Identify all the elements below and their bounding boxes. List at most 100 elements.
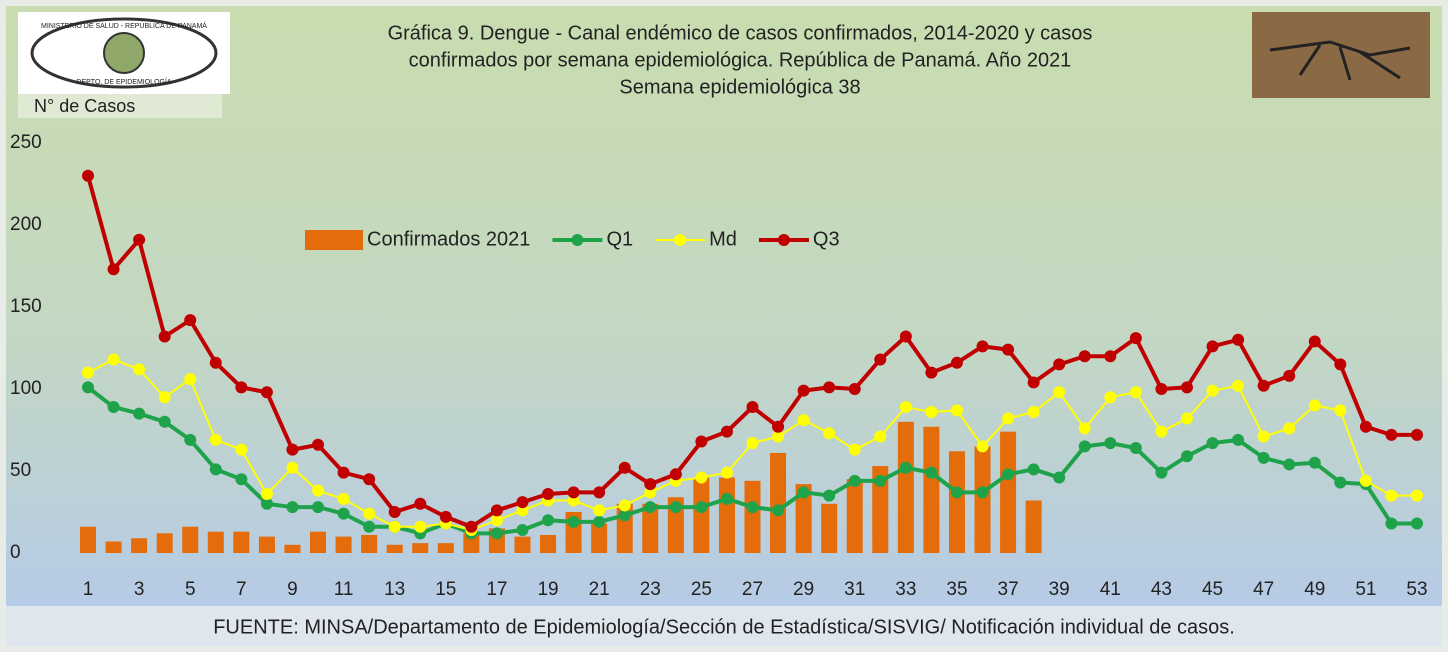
line-marker (388, 520, 401, 533)
line-marker (567, 515, 580, 528)
line-marker (823, 489, 836, 502)
line-marker (516, 524, 529, 537)
bar (131, 538, 148, 553)
line-marker (1257, 430, 1270, 443)
line-marker (1129, 386, 1142, 399)
line-marker (337, 492, 350, 505)
logo-eye (30, 17, 218, 89)
line-marker (1385, 489, 1398, 502)
line-marker (950, 404, 963, 417)
line-marker (1308, 335, 1321, 348)
line-marker (414, 520, 427, 533)
bar (156, 533, 173, 553)
line-marker (414, 497, 427, 510)
logo: MINISTERIO DE SALUD - REPÚBLICA DE PANAM… (18, 12, 230, 94)
line-marker (1104, 350, 1117, 363)
line-marker (925, 405, 938, 418)
line-marker (874, 353, 887, 366)
line-marker (82, 381, 94, 394)
source-note: FUENTE: MINSA/Departamento de Epidemiolo… (213, 616, 1235, 638)
line-marker (593, 486, 606, 499)
bar (258, 536, 275, 553)
line-marker (1027, 376, 1040, 389)
bar (974, 446, 991, 553)
bar (310, 531, 327, 553)
x-tick-label: 25 (691, 579, 712, 600)
line-marker (235, 443, 248, 456)
logo-text: DEPTO. DE EPIDEMIOLOGÍA (76, 77, 172, 86)
x-tick-label: 1 (83, 579, 94, 600)
x-tick-label: 21 (589, 579, 610, 600)
line-marker (848, 383, 861, 395)
line-marker (235, 381, 248, 394)
line-marker (82, 169, 94, 182)
line-marker (746, 401, 759, 414)
line-marker (797, 486, 810, 499)
bar (948, 451, 965, 553)
line-marker (1334, 476, 1347, 489)
legend-swatch (777, 234, 790, 246)
bar (207, 531, 224, 553)
bar (846, 479, 863, 553)
line-marker (1180, 450, 1193, 463)
legend-swatch (571, 234, 584, 246)
x-tick-label: 23 (640, 579, 661, 600)
bar (361, 534, 378, 553)
bar (514, 536, 531, 553)
line-marker (133, 363, 146, 376)
x-tick-label: 15 (435, 579, 456, 600)
line-marker (260, 487, 273, 500)
bar (540, 534, 557, 553)
y-tick-label: 200 (10, 214, 42, 235)
line-marker (848, 474, 861, 487)
line-marker (286, 443, 299, 456)
line-marker (797, 414, 810, 427)
line-marker (1180, 381, 1193, 394)
line-marker (133, 233, 146, 246)
line-marker (184, 373, 197, 386)
x-tick-label: 41 (1100, 579, 1121, 600)
line-marker (1385, 428, 1398, 441)
line-marker (644, 486, 657, 499)
line-marker (669, 468, 682, 481)
logo-iris (103, 32, 145, 74)
line-marker (542, 487, 555, 500)
line-marker (925, 366, 938, 379)
line-marker (1104, 391, 1117, 404)
line-marker (1206, 437, 1219, 450)
bar (897, 421, 914, 553)
line-marker (1232, 333, 1245, 346)
line-marker (516, 504, 529, 517)
line-marker (618, 461, 631, 474)
x-tick-label: 53 (1406, 579, 1427, 600)
line-marker (1385, 517, 1398, 530)
chart-title: confirmados por semana epidemiológica. R… (409, 49, 1072, 71)
line-marker (490, 514, 503, 527)
line-marker (593, 504, 606, 517)
legend-label: Confirmados 2021 (367, 228, 530, 250)
y-axis-label: N° de Casos (34, 96, 135, 116)
line-marker (1283, 422, 1296, 435)
line-marker (1411, 428, 1423, 441)
line-marker (899, 401, 912, 414)
y-label-box (18, 94, 222, 118)
line-marker (1053, 386, 1066, 399)
x-tick-label: 27 (742, 579, 763, 600)
line-marker (312, 484, 325, 497)
mosquito-drawing (1269, 40, 1411, 81)
bar (105, 541, 122, 553)
line-marker (1232, 379, 1245, 392)
line-marker (1257, 379, 1270, 392)
bar (1000, 431, 1017, 553)
line-marker (1002, 412, 1015, 425)
line-marker (1002, 468, 1015, 481)
y-tick-label: 250 (10, 132, 42, 153)
x-tick-label: 39 (1049, 579, 1070, 600)
x-tick-label: 33 (895, 579, 916, 600)
line-marker (1078, 440, 1091, 453)
line-marker (823, 427, 836, 440)
line-marker (1308, 456, 1321, 469)
bar (182, 526, 199, 553)
line-marker (618, 509, 631, 522)
bar (795, 484, 812, 553)
